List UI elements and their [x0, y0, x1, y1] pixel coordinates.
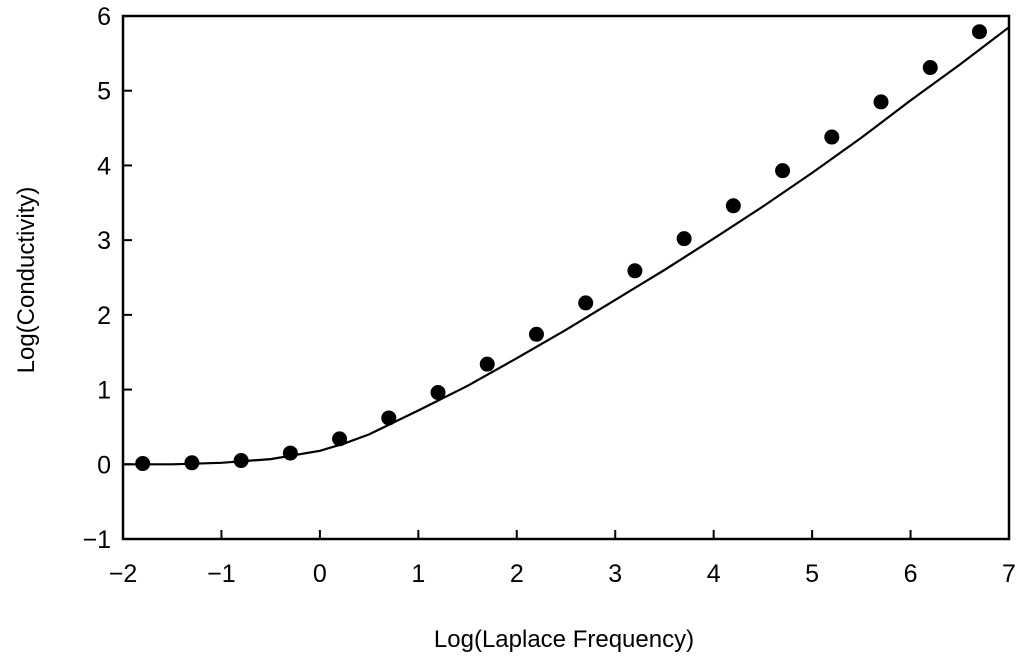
- fit-line: [123, 26, 1010, 466]
- y-tick-label: −1: [82, 526, 111, 554]
- x-tick-label: 1: [411, 560, 425, 588]
- data-point: [627, 263, 643, 279]
- data-point: [676, 231, 692, 247]
- data-point: [184, 455, 200, 471]
- x-tick-label: −2: [109, 560, 138, 588]
- data-point: [824, 129, 840, 145]
- y-tick-label: 1: [97, 377, 111, 405]
- data-point: [775, 163, 791, 179]
- x-tick-label: 0: [313, 560, 327, 588]
- x-tick-label: 3: [608, 560, 622, 588]
- data-point: [282, 445, 298, 461]
- y-axis-label: Log(Conductivity): [13, 187, 40, 374]
- data-point: [578, 295, 594, 311]
- y-tick-label: 6: [97, 3, 111, 31]
- y-tick-label: 5: [97, 78, 111, 106]
- ticks-layer: −2 −1 0 1 2 3 4 5 6 7 −1 0 1 2 3 4 5 6: [82, 3, 1015, 588]
- y-tick-label: 4: [97, 152, 111, 180]
- data-points-layer: [135, 24, 987, 472]
- x-tick-label: 4: [707, 560, 721, 588]
- x-axis-label: Log(Laplace Frequency): [434, 626, 694, 653]
- data-point: [971, 24, 987, 40]
- data-point: [381, 410, 397, 426]
- plot-frame: [121, 14, 1011, 541]
- data-point: [233, 453, 249, 469]
- x-tick-label: 2: [510, 560, 524, 588]
- x-tick-label: −1: [207, 560, 236, 588]
- data-point: [135, 456, 151, 472]
- data-point: [430, 385, 446, 401]
- data-point: [922, 60, 938, 76]
- data-point: [725, 198, 741, 214]
- data-point: [332, 431, 348, 447]
- data-point: [479, 356, 495, 372]
- x-tick-label: 5: [805, 560, 819, 588]
- x-tick-label: 7: [1002, 560, 1016, 588]
- data-point: [528, 326, 544, 342]
- y-tick-label: 2: [97, 302, 111, 330]
- x-tick-label: 6: [904, 560, 918, 588]
- data-point: [873, 94, 889, 110]
- y-tick-label: 0: [97, 451, 111, 479]
- y-tick-label: 3: [97, 227, 111, 255]
- fit-line-layer: [123, 26, 1010, 466]
